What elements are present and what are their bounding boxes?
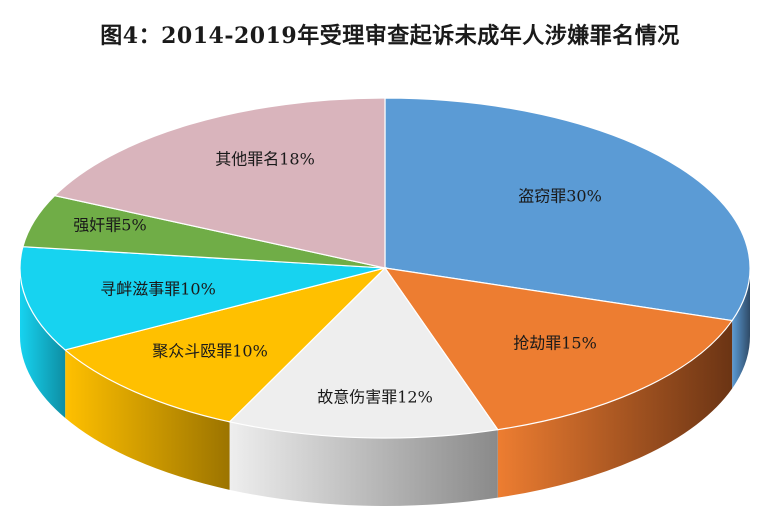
slice-label-0: 盗窃罪30%: [518, 187, 602, 206]
slice-label-1: 抢劫罪15%: [513, 334, 597, 353]
pie-slice-1: [383, 267, 734, 431]
slice-label-4: 寻衅滋事罪10%: [100, 280, 216, 299]
pie-slice-2: [228, 267, 499, 439]
slice-label-2: 故意伤害罪12%: [317, 388, 433, 407]
pie-side-3: [65, 349, 230, 490]
slice-label-5: 强奸罪5%: [73, 216, 146, 235]
pie-slice-4: [19, 246, 386, 351]
pie-side-4: [20, 268, 66, 418]
pie-slice-0: [384, 97, 751, 322]
pie-slice-3: [63, 266, 387, 423]
chart-title: 图4：2014-2019年受理审查起诉未成年人涉嫌罪名情况: [100, 23, 680, 49]
pie-sides: [20, 268, 750, 506]
pie-side-1: [497, 320, 733, 498]
pie-side-2: [229, 421, 498, 506]
pie-tops: [19, 97, 751, 439]
pie-slice-6: [53, 97, 386, 269]
slice-label-3: 聚众斗殴罪10%: [152, 342, 268, 361]
slice-label-6: 其他罪名18%: [215, 150, 315, 169]
pie-side-0: [732, 268, 750, 389]
pie-labels: 盗窃罪30% 抢劫罪15% 故意伤害罪12% 聚众斗殴罪10% 寻衅滋事罪10% 强奸罪5…: [73, 150, 601, 407]
